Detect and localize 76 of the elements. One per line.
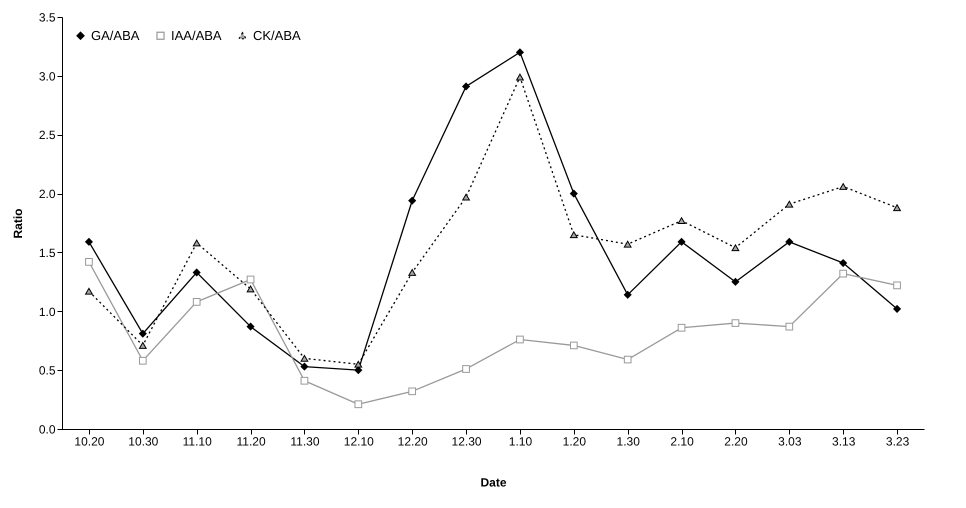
point [732,319,740,327]
point [192,298,201,306]
point [462,365,470,373]
point [300,362,308,370]
y-tick-label: 3.5 [38,10,56,24]
y-tick-label: 2.0 [38,187,56,202]
y-tick-label: 0.0 [38,422,56,436]
y-tick-label: 2.5 [38,128,56,142]
point [570,342,578,350]
y-tick-label: 3.0 [38,69,56,84]
x-tick-label: 3.13 [832,434,856,448]
point [354,400,362,408]
point [138,356,147,365]
point [732,244,740,252]
legend-label: IAA/ABA [171,28,222,43]
x-tick-label: 2.10 [670,434,694,448]
point [516,336,524,344]
y-tick-label: 1.5 [38,246,56,260]
x-tick-label: 1.20 [562,434,586,448]
point [85,288,93,295]
point [408,269,416,276]
x-axis-title: Date [480,476,507,490]
point [570,190,578,198]
point [624,356,632,364]
point [893,282,901,290]
legend-label: CK/ABA [253,28,302,43]
point [839,270,848,278]
point [678,238,686,246]
x-tick-label: 1.30 [616,434,640,448]
point [624,240,632,248]
point [839,259,848,267]
point [785,200,794,208]
x-tick-label: 12.30 [452,434,482,448]
point [678,324,686,332]
x-tick-label: 10.30 [128,434,159,448]
point [570,231,578,238]
y-axis-title: Ratio [10,208,25,238]
point [408,387,416,396]
point [893,305,901,313]
x-tick-label: 10.20 [74,434,105,448]
point [246,322,254,330]
x-tick-label: 12.20 [398,434,428,448]
point [300,354,308,362]
point [785,322,794,330]
x-tick-label: 3.23 [886,434,910,448]
point [354,360,362,368]
point [839,183,848,190]
point [516,48,524,56]
point [678,217,686,224]
point [732,278,740,286]
x-tick-label: 11.20 [236,434,266,448]
point [138,342,147,349]
x-tick-label: 11.10 [182,434,212,448]
point [893,204,901,212]
point [624,290,632,299]
point [246,286,254,292]
point [85,238,93,246]
point [192,240,201,246]
point [85,258,93,266]
y-tick-label: 1.0 [38,304,56,319]
x-tick-label: 3.03 [778,434,802,448]
point [246,276,254,284]
point [516,74,524,80]
point [408,196,416,204]
x-tick-label: 2.20 [724,434,748,448]
point [192,268,201,276]
legend-label: GA/ABA [91,28,140,43]
x-tick-label: 12.10 [344,434,374,448]
point [462,194,470,201]
point [785,238,794,246]
point [138,330,147,338]
point [300,376,308,385]
y-tick-label: 0.5 [38,364,56,378]
point [462,82,470,90]
x-tick-label: 1.10 [508,434,532,448]
x-tick-label: 11.30 [290,434,320,448]
